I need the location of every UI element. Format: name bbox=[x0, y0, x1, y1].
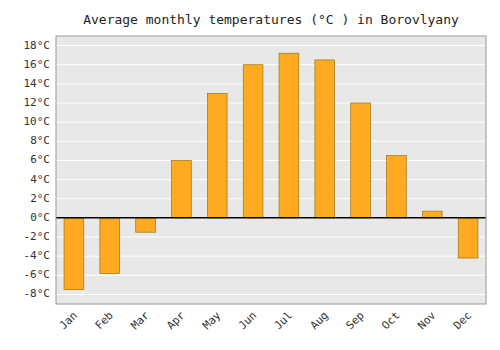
y-tick-label: 8°C bbox=[30, 134, 50, 147]
bar bbox=[243, 65, 263, 218]
grid-line bbox=[56, 160, 486, 161]
grid-line bbox=[56, 141, 486, 142]
y-axis: -8°C -6°C -4°C -2°C 0°C 2°C 4°C 6°C 8°C 10°C 12°C 1… bbox=[24, 39, 51, 301]
bar bbox=[207, 93, 227, 217]
x-tick-label: Sep bbox=[343, 309, 366, 332]
title: Average monthly temperatures (°C ) in Bo… bbox=[83, 12, 459, 27]
bar bbox=[351, 103, 371, 218]
bar bbox=[172, 160, 192, 217]
x-tick-label: Feb bbox=[93, 309, 116, 332]
y-tick-label: 6°C bbox=[30, 153, 50, 166]
bar bbox=[422, 211, 442, 218]
bar bbox=[136, 218, 156, 232]
y-tick-label: 0°C bbox=[30, 211, 50, 224]
x-tick-label: Jan bbox=[57, 309, 80, 332]
x-tick-label: May bbox=[200, 309, 224, 333]
grid-line bbox=[56, 256, 486, 257]
chart-container: -8°C -6°C -4°C -2°C 0°C 2°C 4°C 6°C 8°C 10°C 12°C 1… bbox=[0, 0, 500, 350]
grid-line bbox=[56, 217, 486, 218]
y-tick-label: 4°C bbox=[30, 173, 50, 186]
y-tick-label: 10°C bbox=[24, 115, 51, 128]
bar bbox=[100, 218, 120, 274]
y-tick-label: 14°C bbox=[24, 77, 51, 90]
grid-line bbox=[56, 122, 486, 123]
bar bbox=[458, 218, 478, 258]
x-tick-label: Oct bbox=[379, 309, 402, 332]
bar bbox=[64, 218, 84, 290]
plot-frame bbox=[56, 36, 486, 304]
x-tick-label: Apr bbox=[164, 309, 188, 333]
y-tick-label: -8°C bbox=[24, 287, 51, 300]
y-tick-label: 2°C bbox=[30, 192, 50, 205]
x-axis: Jan Feb Mar Apr May Jun Jul Aug Sep Oct Nov Dec bbox=[57, 309, 474, 333]
grid-line bbox=[56, 179, 486, 180]
grid-line bbox=[56, 45, 486, 46]
grid-line bbox=[56, 64, 486, 65]
plot-background bbox=[56, 36, 486, 304]
grid-line bbox=[56, 103, 486, 104]
x-tick-label: Aug bbox=[308, 309, 331, 332]
y-tick-label: -6°C bbox=[24, 268, 51, 281]
x-tick-label: Mar bbox=[128, 309, 152, 333]
grid-line bbox=[56, 294, 486, 295]
grid-line bbox=[56, 83, 486, 84]
x-tick-label: Jul bbox=[272, 309, 295, 332]
grid-line bbox=[56, 198, 486, 199]
y-tick-label: -2°C bbox=[24, 230, 51, 243]
bars bbox=[56, 53, 486, 289]
y-tick-label: 18°C bbox=[24, 39, 51, 52]
baseline bbox=[56, 217, 486, 219]
bar bbox=[315, 60, 335, 218]
bar bbox=[279, 53, 299, 218]
grid-line bbox=[56, 275, 486, 276]
x-tick-label: Jun bbox=[236, 309, 259, 332]
grid bbox=[56, 46, 486, 295]
y-tick-label: 12°C bbox=[24, 96, 51, 109]
y-tick-label: -4°C bbox=[24, 249, 51, 262]
y-tick-label: 16°C bbox=[24, 58, 51, 71]
x-tick-label: Dec bbox=[451, 309, 474, 332]
bar bbox=[387, 156, 407, 218]
x-tick-label: Nov bbox=[415, 309, 439, 333]
grid-line bbox=[56, 237, 486, 238]
chart: -8°C -6°C -4°C -2°C 0°C 2°C 4°C 6°C 8°C 10°C 12°C 1… bbox=[0, 0, 500, 350]
